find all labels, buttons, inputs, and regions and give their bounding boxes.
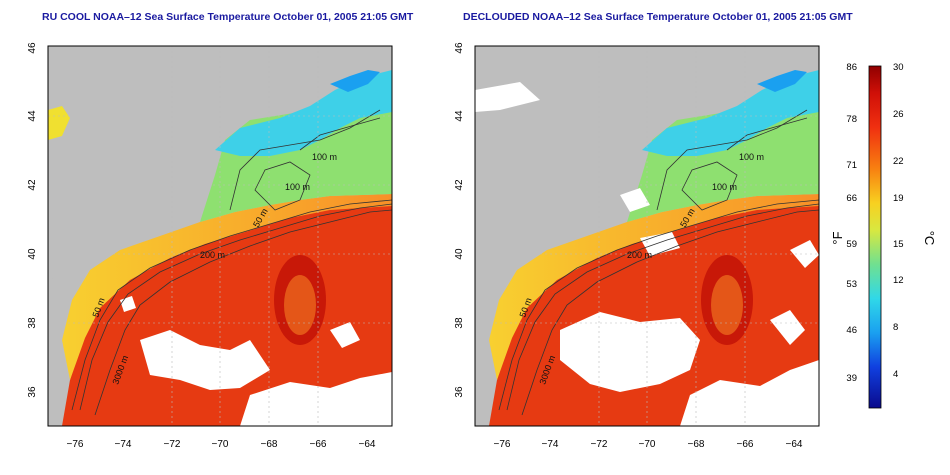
shelf-yellow-patch (48, 106, 70, 140)
fahrenheit-scale: 86 78 71 66 59 53 46 39 (846, 62, 857, 384)
lon-tick-label: −76 (494, 439, 511, 450)
lat-tick-label: 42 (27, 179, 38, 191)
lat-tick-label: 44 (454, 110, 465, 122)
lon-tick-label: −72 (591, 439, 608, 450)
lon-tick-label: −70 (212, 439, 229, 450)
celsius-tick: 12 (893, 275, 904, 286)
graticule (48, 46, 392, 426)
lon-tick-label: −70 (639, 439, 656, 450)
right-map-title: DECLOUDED NOAA–12 Sea Surface Temperatur… (463, 11, 853, 23)
left-map-title: RU COOL NOAA–12 Sea Surface Temperature … (42, 11, 414, 23)
lat-tick-label: 46 (454, 42, 465, 54)
graticule (475, 46, 819, 426)
fahrenheit-unit-label: °F (830, 231, 845, 244)
lat-tick-label: 40 (454, 248, 465, 260)
cold-bay (757, 70, 807, 92)
celsius-unit-label: °C (922, 231, 937, 246)
slope-water (62, 194, 392, 380)
right-map-frame (474, 45, 820, 427)
right-lon-axis: −76 −74 −72 −70 −68 −66 −64 (494, 439, 803, 450)
fahrenheit-tick: 59 (846, 239, 857, 250)
lat-tick-label: 36 (27, 386, 38, 398)
left-lon-axis: −76 −74 −72 −70 −68 −66 −64 (67, 439, 376, 450)
fahrenheit-tick: 53 (846, 279, 857, 290)
eddy-core (711, 275, 743, 335)
celsius-tick: 4 (893, 369, 898, 380)
fahrenheit-tick: 39 (846, 373, 857, 384)
lat-tick-label: 46 (27, 42, 38, 54)
lon-tick-label: −66 (737, 439, 754, 450)
coastline-land (48, 275, 70, 426)
lat-tick-label: 40 (27, 248, 38, 260)
colorbar-gradient (868, 65, 882, 409)
lon-tick-label: −74 (115, 439, 132, 450)
celsius-tick: 26 (893, 109, 904, 120)
lon-tick-label: −64 (786, 439, 803, 450)
celsius-tick: 19 (893, 193, 904, 204)
eddy-core (284, 275, 316, 335)
celsius-scale: 30 26 22 19 15 12 8 4 (893, 62, 904, 380)
right-lat-axis: 36 38 40 42 44 46 (454, 42, 465, 398)
celsius-tick: 22 (893, 156, 904, 167)
lat-tick-label: 42 (454, 179, 465, 191)
colorbar: 86 78 71 66 59 53 46 39 30 26 22 19 15 1… (830, 62, 937, 409)
lat-tick-label: 38 (454, 317, 465, 329)
celsius-tick: 8 (893, 322, 898, 333)
celsius-tick: 15 (893, 239, 904, 250)
contour-label: 100 m (312, 152, 337, 162)
fahrenheit-tick: 66 (846, 193, 857, 204)
lon-tick-label: −72 (164, 439, 181, 450)
warm-ocean (62, 198, 392, 426)
lat-tick-label: 38 (27, 317, 38, 329)
fahrenheit-tick: 78 (846, 114, 857, 125)
lat-tick-label: 36 (454, 386, 465, 398)
celsius-tick: 30 (893, 62, 904, 73)
fahrenheit-tick: 86 (846, 62, 857, 73)
left-lat-axis: 36 38 40 42 44 46 (27, 42, 38, 398)
contour-label: 200 m (627, 250, 652, 260)
cloud-cover (120, 296, 392, 426)
fahrenheit-tick: 71 (846, 160, 857, 171)
lon-tick-label: −76 (67, 439, 84, 450)
contour-label: 200 m (200, 250, 225, 260)
contour-label: 100 m (739, 152, 764, 162)
masked-cloud-gaps (475, 82, 819, 426)
cold-bay (330, 70, 380, 92)
right-sst-map: 100 m 100 m 50 m 200 m 50 m 3000 m −76 −… (454, 42, 820, 450)
contour-label: 100 m (285, 182, 310, 192)
lat-tick-label: 44 (27, 110, 38, 122)
lon-tick-label: −66 (310, 439, 327, 450)
left-sst-map: 100 m 100 m 50 m 200 m 50 m 3000 m −76 −… (27, 42, 393, 450)
lon-tick-label: −68 (261, 439, 278, 450)
coastline-land (475, 275, 497, 426)
slope-water (489, 194, 819, 380)
left-map-frame (47, 45, 393, 427)
lon-tick-label: −64 (359, 439, 376, 450)
fahrenheit-tick: 46 (846, 325, 857, 336)
lon-tick-label: −68 (688, 439, 705, 450)
contour-label: 100 m (712, 182, 737, 192)
bathymetry-contours (498, 109, 820, 416)
lon-tick-label: −74 (542, 439, 559, 450)
